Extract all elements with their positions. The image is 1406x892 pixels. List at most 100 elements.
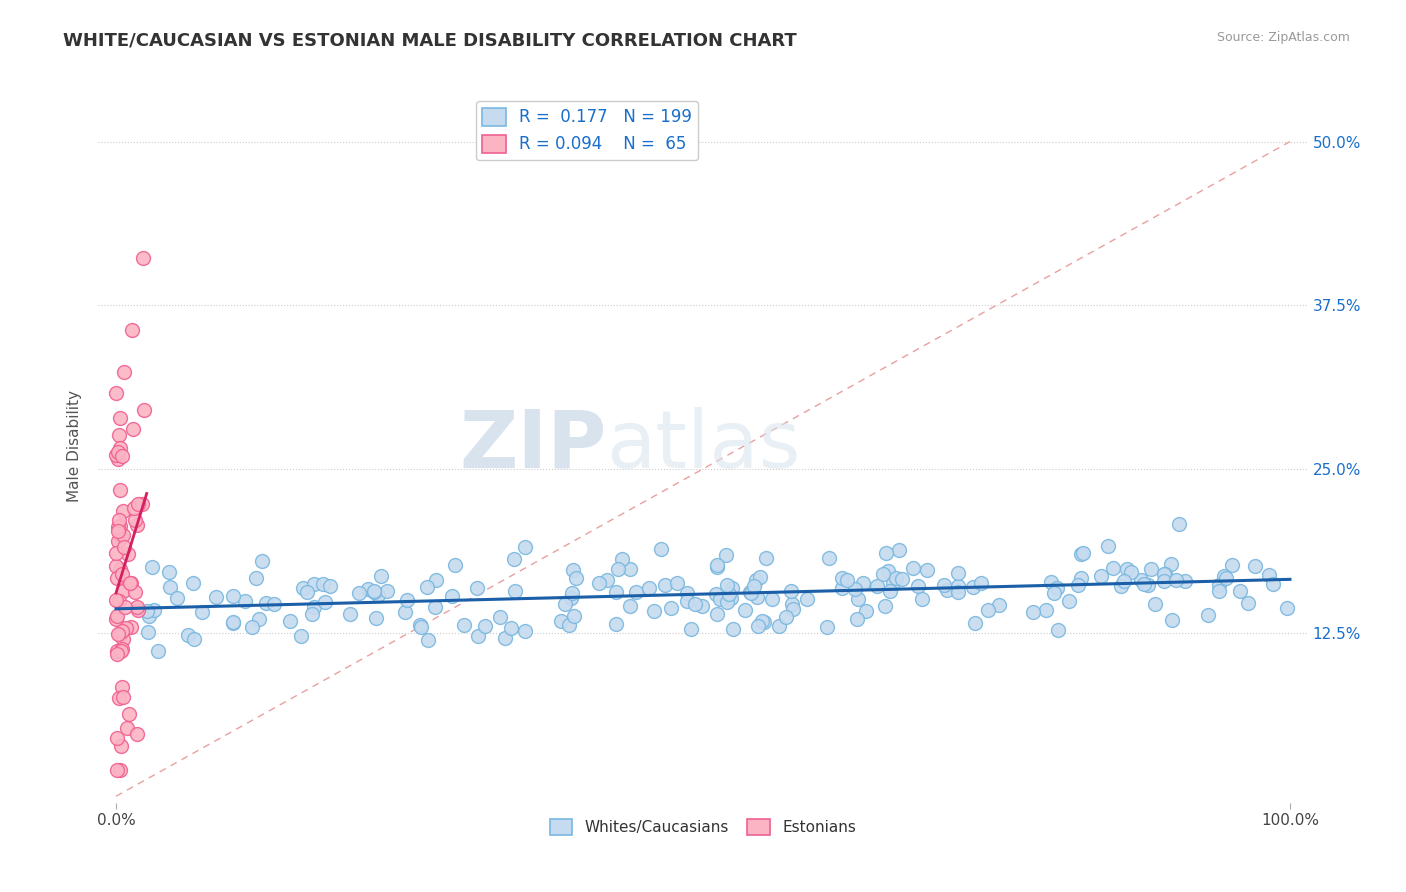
Point (465, 581, 488, 595)
Point (846, 592, 869, 607)
Point (562, 608, 585, 623)
Point (879, 584, 901, 599)
Point (866, 579, 889, 593)
Point (375, 584, 398, 599)
Point (768, 619, 790, 633)
Point (416, 632, 439, 647)
Point (831, 581, 853, 595)
Point (1129, 573, 1152, 587)
Point (588, 576, 610, 591)
Point (681, 622, 703, 636)
Text: atlas: atlas (606, 407, 800, 485)
Point (1153, 574, 1175, 588)
Point (252, 554, 274, 568)
Point (738, 585, 761, 599)
Point (846, 612, 869, 626)
Point (915, 563, 938, 577)
Point (118, 707, 141, 722)
Point (141, 559, 163, 574)
Point (558, 618, 581, 632)
Point (120, 620, 142, 634)
Point (105, 546, 128, 560)
Point (607, 562, 630, 576)
Point (107, 444, 129, 458)
Point (844, 582, 866, 596)
Point (124, 513, 146, 527)
Point (605, 616, 627, 631)
Point (132, 403, 155, 417)
Point (1133, 576, 1156, 591)
Point (395, 593, 418, 607)
Point (110, 763, 132, 777)
Point (1197, 607, 1219, 622)
Point (108, 483, 131, 497)
Point (110, 530, 132, 544)
Point (105, 558, 128, 573)
Point (118, 575, 141, 590)
Point (148, 644, 170, 658)
Point (796, 591, 818, 606)
Point (755, 551, 778, 566)
Point (107, 626, 129, 640)
Point (494, 631, 516, 645)
Point (1144, 598, 1167, 612)
Point (1119, 565, 1142, 579)
Point (107, 594, 129, 608)
Point (675, 586, 697, 600)
Point (121, 323, 143, 337)
Point (891, 573, 914, 587)
Point (138, 625, 160, 640)
Point (110, 644, 132, 658)
Point (301, 607, 323, 622)
Point (1102, 560, 1125, 574)
Point (105, 385, 128, 400)
Text: WHITE/CAUCASIAN VS ESTONIAN MALE DISABILITY CORRELATION CHART: WHITE/CAUCASIAN VS ESTONIAN MALE DISABIL… (63, 31, 797, 49)
Point (503, 583, 526, 598)
Point (852, 575, 875, 590)
Point (108, 442, 131, 456)
Point (1220, 558, 1243, 572)
Point (747, 619, 769, 633)
Point (643, 604, 665, 618)
Point (114, 622, 136, 636)
Point (222, 615, 245, 629)
Point (716, 595, 738, 609)
Point (1097, 539, 1119, 553)
Point (882, 576, 904, 591)
Point (619, 561, 641, 575)
Point (650, 541, 672, 556)
Point (815, 620, 838, 634)
Point (761, 591, 783, 606)
Point (875, 546, 897, 560)
Point (127, 603, 149, 617)
Point (370, 569, 392, 583)
Point (467, 629, 489, 643)
Point (749, 570, 772, 584)
Point (1237, 597, 1260, 611)
Point (292, 581, 315, 595)
Point (114, 600, 136, 615)
Point (221, 616, 243, 631)
Point (177, 628, 200, 642)
Point (742, 578, 765, 592)
Point (107, 648, 129, 662)
Point (127, 727, 149, 741)
Point (111, 584, 134, 599)
Point (1140, 562, 1163, 576)
Point (775, 610, 797, 624)
Point (596, 573, 619, 587)
Point (745, 591, 768, 605)
Point (111, 642, 134, 657)
Point (143, 603, 166, 617)
Point (884, 571, 907, 585)
Point (183, 632, 205, 646)
Point (1137, 578, 1160, 592)
Point (683, 597, 706, 611)
Point (1071, 545, 1094, 559)
Point (191, 605, 214, 619)
Point (363, 584, 385, 599)
Legend: Whites/Caucasians, Estonians: Whites/Caucasians, Estonians (544, 814, 862, 841)
Point (108, 628, 131, 642)
Point (911, 592, 934, 607)
Point (612, 552, 634, 566)
